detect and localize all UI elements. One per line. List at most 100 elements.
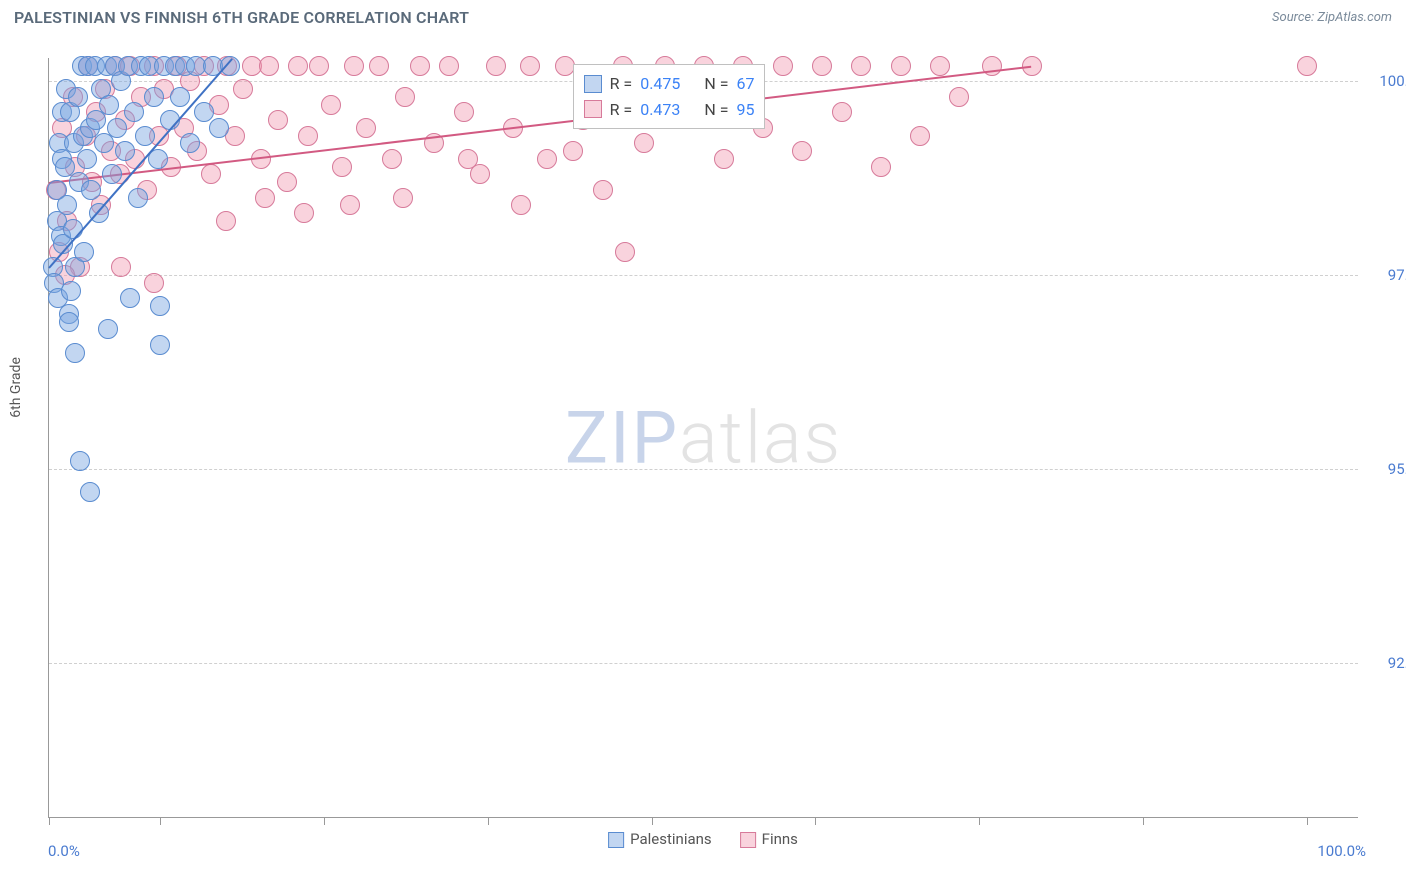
scatter-point-palestinians [120, 288, 140, 308]
x-tick [815, 817, 816, 825]
scatter-point-finns [111, 257, 131, 277]
scatter-point-finns [288, 56, 308, 76]
scatter-point-finns [369, 56, 389, 76]
x-tick [1143, 817, 1144, 825]
legend-item-palestinians: Palestinians [608, 830, 712, 848]
scatter-point-palestinians [194, 102, 214, 122]
scatter-point-palestinians [150, 335, 170, 355]
scatter-point-palestinians [170, 87, 190, 107]
scatter-point-finns [340, 195, 360, 215]
stats-row-palestinians: R = 0.475 N = 67 [584, 71, 755, 97]
chart-header: PALESTINIAN VS FINNISH 6TH GRADE CORRELA… [0, 0, 1406, 31]
y-tick-label: 95.0% [1368, 460, 1406, 478]
stats-r-value: 0.475 [640, 71, 680, 97]
scatter-point-palestinians [135, 126, 155, 146]
scatter-point-palestinians [57, 195, 77, 215]
stats-legend: R =0.475 N =67R =0.473 N =95 [573, 64, 766, 129]
scatter-point-palestinians [124, 102, 144, 122]
scatter-point-finns [615, 242, 635, 262]
scatter-point-finns [356, 118, 376, 138]
chart-plot-area: ZIPatlas 92.5%95.0%97.5%100.0%R =0.475 N… [48, 58, 1358, 818]
scatter-point-palestinians [99, 95, 119, 115]
scatter-point-finns [144, 273, 164, 293]
scatter-point-finns [344, 56, 364, 76]
scatter-point-finns [891, 56, 911, 76]
legend-label-finns: Finns [762, 830, 798, 848]
stats-n-value: 95 [737, 97, 755, 123]
x-axis-min-label: 0.0% [48, 842, 80, 860]
watermark-zip: ZIP [565, 395, 679, 480]
scatter-point-palestinians [144, 87, 164, 107]
scatter-point-palestinians [209, 118, 229, 138]
chart-source: Source: ZipAtlas.com [1272, 10, 1392, 25]
scatter-point-palestinians [63, 219, 83, 239]
stats-n-label: N = [704, 71, 728, 97]
scatter-point-finns [201, 164, 221, 184]
scatter-point-palestinians [180, 133, 200, 153]
scatter-point-finns [851, 56, 871, 76]
scatter-point-palestinians [81, 180, 101, 200]
x-tick [160, 817, 161, 825]
scatter-point-finns [298, 126, 318, 146]
x-axis-max-label: 100.0% [1317, 842, 1366, 860]
scatter-point-finns [309, 56, 329, 76]
scatter-point-finns [294, 203, 314, 223]
scatter-point-finns [255, 188, 275, 208]
y-tick-label: 92.5% [1368, 654, 1406, 672]
y-tick-label: 100.0% [1368, 72, 1406, 90]
scatter-point-palestinians [65, 343, 85, 363]
stats-swatch-finns [584, 100, 602, 118]
scatter-point-finns [410, 56, 430, 76]
x-tick [324, 817, 325, 825]
stats-n-label: N = [704, 97, 728, 123]
scatter-point-finns [520, 56, 540, 76]
scatter-point-finns [634, 133, 654, 153]
scatter-point-finns [259, 56, 279, 76]
x-tick [488, 817, 489, 825]
y-tick-label: 97.5% [1368, 266, 1406, 284]
x-tick [652, 817, 653, 825]
watermark-atlas: atlas [679, 395, 842, 480]
legend-swatch-palestinians [608, 832, 624, 848]
stats-swatch-palestinians [584, 75, 602, 93]
gridline [49, 275, 1358, 276]
scatter-point-finns [1297, 56, 1317, 76]
scatter-point-finns [593, 180, 613, 200]
stats-row-finns: R =0.473 N =95 [584, 97, 755, 123]
x-tick [1307, 817, 1308, 825]
scatter-point-palestinians [61, 281, 81, 301]
y-axis-label: 6th Grade [8, 357, 24, 418]
scatter-point-palestinians [68, 87, 88, 107]
scatter-point-finns [454, 102, 474, 122]
gridline [49, 663, 1358, 664]
scatter-point-finns [332, 157, 352, 177]
scatter-point-palestinians [128, 188, 148, 208]
legend-swatch-finns [740, 832, 756, 848]
scatter-point-palestinians [77, 149, 97, 169]
scatter-point-finns [930, 56, 950, 76]
scatter-point-finns [216, 211, 236, 231]
stats-r-label: R = [610, 71, 633, 97]
scatter-point-finns [439, 56, 459, 76]
scatter-point-finns [486, 56, 506, 76]
scatter-point-palestinians [70, 451, 90, 471]
scatter-point-finns [393, 188, 413, 208]
x-tick [49, 817, 50, 825]
scatter-point-finns [773, 56, 793, 76]
scatter-point-finns [537, 149, 557, 169]
scatter-point-palestinians [98, 319, 118, 339]
legend-bottom: Palestinians Finns [608, 830, 798, 848]
watermark: ZIPatlas [565, 395, 842, 480]
stats-n-value: 67 [737, 71, 755, 97]
scatter-point-palestinians [59, 312, 79, 332]
scatter-point-palestinians [80, 482, 100, 502]
scatter-point-finns [321, 95, 341, 115]
scatter-point-finns [382, 149, 402, 169]
scatter-point-finns [949, 87, 969, 107]
scatter-point-palestinians [150, 296, 170, 316]
x-tick [979, 817, 980, 825]
scatter-point-finns [268, 110, 288, 130]
scatter-point-finns [832, 102, 852, 122]
scatter-point-finns [458, 149, 478, 169]
scatter-point-finns [812, 56, 832, 76]
